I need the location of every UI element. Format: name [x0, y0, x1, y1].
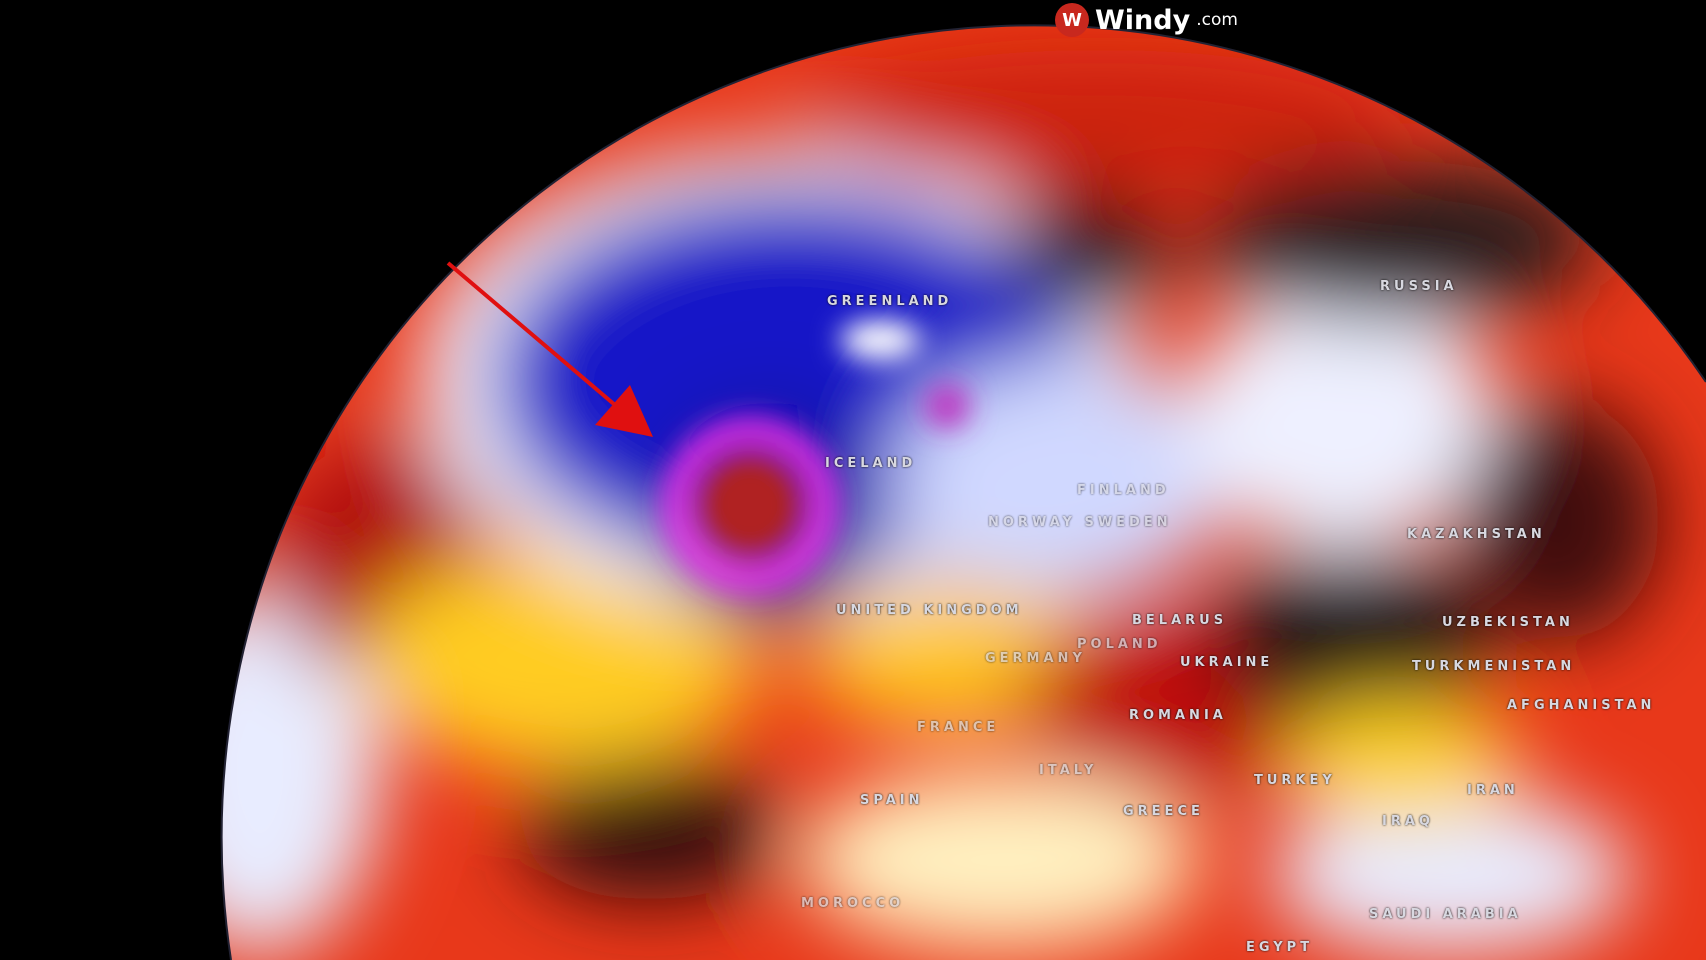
logo-name: Windy [1095, 4, 1191, 36]
label-romania: ROMANIA [1129, 708, 1227, 723]
windy-logo-icon: W [1055, 3, 1089, 37]
label-afghanistan: AFGHANISTAN [1507, 698, 1656, 713]
label-iceland: ICELAND [825, 456, 917, 471]
annotation-arrow [446, 261, 653, 437]
label-morocco: MOROCCO [801, 896, 905, 911]
label-egypt: EGYPT [1246, 940, 1314, 955]
label-iraq: IRAQ [1382, 814, 1434, 829]
label-turkmenistan: TURKMENISTAN [1412, 659, 1576, 674]
label-poland: POLAND [1077, 637, 1162, 652]
label-germany: GERMANY [985, 651, 1086, 666]
logo-domain: .com [1196, 10, 1238, 30]
label-saudi-arabia: SAUDI ARABIA [1369, 907, 1522, 922]
label-finland: FINLAND [1077, 483, 1170, 498]
label-italy: ITALY [1039, 763, 1098, 778]
label-france: FRANCE [917, 720, 1000, 735]
label-norway-sweden: NORWAY SWEDEN [988, 515, 1172, 530]
label-russia: RUSSIA [1380, 279, 1458, 294]
label-spain: SPAIN [860, 793, 924, 808]
label-greece: GREECE [1123, 804, 1204, 819]
label-greenland: GREENLAND [827, 294, 953, 309]
cold-core-ring [662, 417, 838, 593]
label-uzbekistan: UZBEKISTAN [1442, 615, 1574, 630]
label-united-kingdom: UNITED KINGDOM [836, 603, 1023, 618]
label-belarus: BELARUS [1132, 613, 1228, 628]
label-ukraine: UKRAINE [1180, 655, 1274, 670]
globe-outline [220, 24, 1706, 960]
label-iran: IRAN [1467, 783, 1519, 798]
windy-logo[interactable]: W Windy .com [1055, 3, 1238, 37]
label-kazakhstan: KAZAKHSTAN [1407, 527, 1546, 542]
label-turkey: TURKEY [1254, 773, 1336, 788]
